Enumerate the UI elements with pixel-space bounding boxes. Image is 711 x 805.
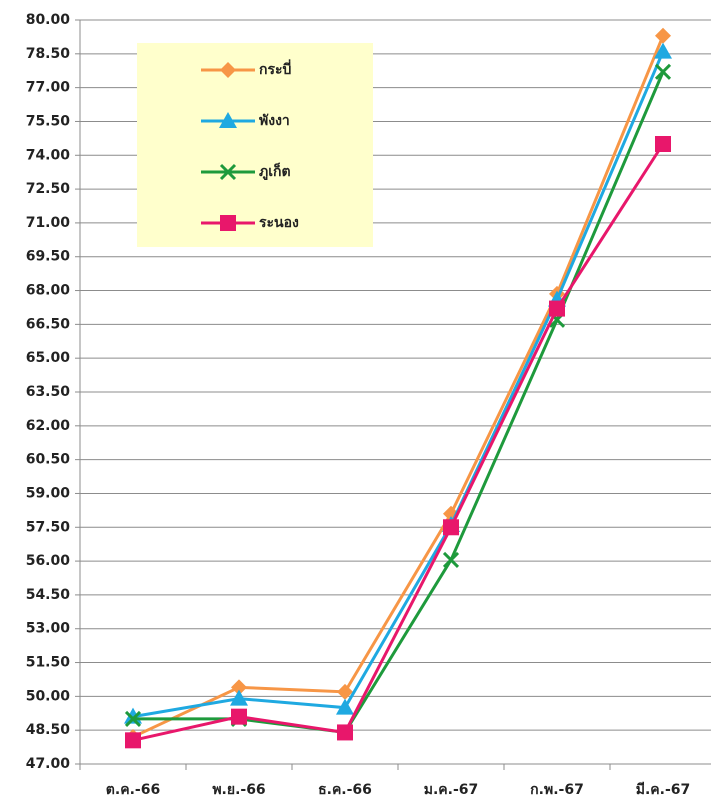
y-tick-label: 65.00: [26, 350, 71, 366]
marker: [125, 732, 141, 749]
y-tick-label: 51.50: [26, 655, 71, 671]
legend-label: ระนอง: [259, 215, 299, 231]
marker: [219, 112, 237, 128]
marker: [231, 708, 247, 725]
y-tick-label: 62.00: [26, 418, 71, 434]
y-tick-label: 77.00: [26, 80, 71, 96]
y-tick-label: 57.50: [26, 519, 71, 535]
marker: [336, 698, 354, 715]
series-line: [132, 35, 665, 739]
marker: [654, 63, 672, 80]
y-tick-label: 72.50: [26, 181, 71, 197]
y-tick-label: 75.50: [26, 113, 71, 129]
y-tick-label: 53.00: [26, 621, 71, 637]
marker: [443, 519, 459, 536]
marker: [230, 689, 248, 706]
marker: [220, 62, 236, 78]
legend-label: พังงา: [259, 113, 290, 129]
y-tick-label: 54.50: [26, 587, 71, 603]
y-tick-label: 47.00: [26, 756, 71, 772]
x-tick-label: ต.ค.-66: [106, 782, 160, 798]
series-line: [132, 143, 665, 742]
y-tick-label: 50.00: [26, 688, 71, 704]
marker: [220, 215, 236, 231]
series-line: [132, 50, 665, 719]
marker: [549, 300, 565, 317]
marker: [219, 163, 237, 181]
x-tick-label: ก.พ.-67: [530, 782, 584, 798]
x-tick-label: ม.ค.-67: [424, 782, 479, 798]
y-tick-label: 71.00: [26, 215, 71, 231]
y-tick-label: 68.00: [26, 283, 71, 299]
y-tick-label: 74.00: [26, 147, 71, 163]
legend-label: กระบี่: [259, 59, 292, 78]
y-tick-label: 56.00: [26, 553, 71, 569]
x-tick-label: พ.ย.-66: [212, 782, 265, 798]
y-tick-label: 63.50: [26, 384, 71, 400]
marker: [337, 724, 353, 741]
marker: [655, 27, 671, 44]
legend-box: [137, 43, 373, 247]
marker: [231, 679, 247, 696]
y-tick-label: 78.50: [26, 46, 71, 62]
y-tick-label: 69.50: [26, 249, 71, 265]
marker: [654, 42, 672, 59]
x-tick-label: มี.ค.-67: [636, 782, 691, 798]
y-tick-label: 80.00: [26, 12, 71, 28]
marker: [337, 683, 353, 700]
y-tick-label: 60.50: [26, 452, 71, 468]
marker: [655, 136, 671, 152]
y-tick-label: 48.50: [26, 722, 71, 738]
y-tick-label: 66.50: [26, 316, 71, 332]
legend-label: ภูเก็ต: [259, 162, 291, 180]
marker: [442, 551, 460, 569]
y-tick-label: 59.00: [26, 485, 71, 501]
marker: [124, 710, 142, 727]
x-tick-label: ธ.ค.-66: [318, 782, 372, 798]
